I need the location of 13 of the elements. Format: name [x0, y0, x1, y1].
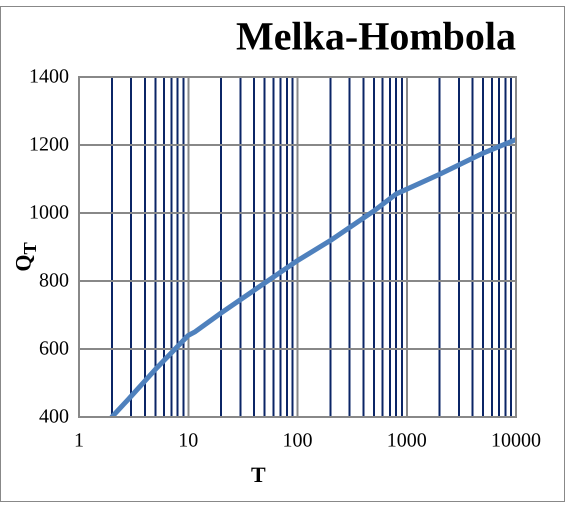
x-tick-label: 1	[74, 429, 84, 452]
y-tick-label: 600	[39, 337, 69, 360]
chart-title: Melka-Hombola	[236, 13, 516, 58]
y-tick-label: 800	[39, 269, 69, 292]
y-tick-label: 1400	[29, 65, 69, 88]
x-axis-title: T	[251, 462, 266, 488]
y-tick-label: 1200	[29, 133, 69, 156]
x-tick-label: 10000	[491, 429, 541, 452]
x-tick-label: 10	[178, 429, 198, 452]
y-tick-label: 1000	[29, 201, 69, 224]
x-tick-label: 1000	[386, 429, 427, 452]
y-tick-label: 400	[39, 405, 69, 428]
x-tick-label: 100	[282, 429, 312, 452]
